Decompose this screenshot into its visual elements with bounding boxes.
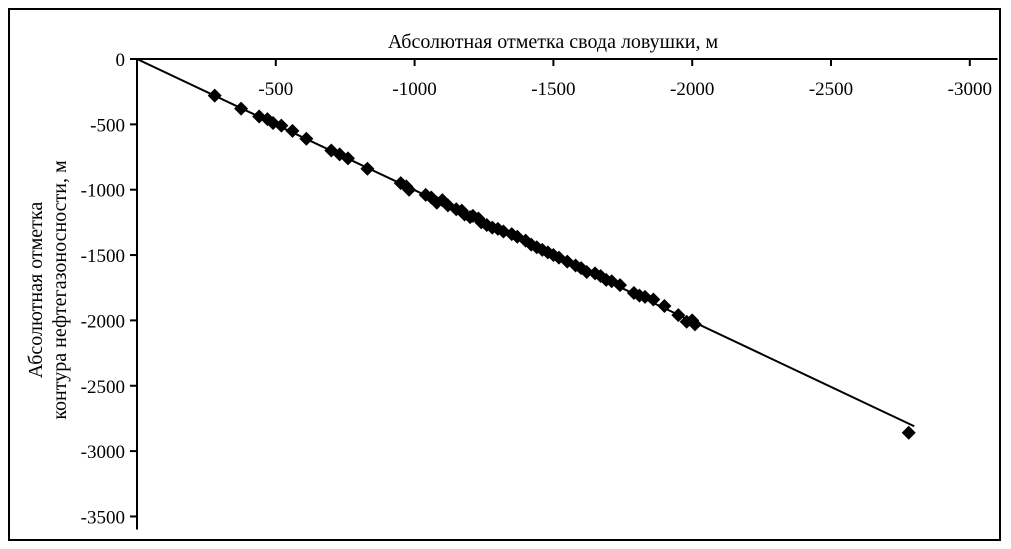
y-tick-label: -1500: [81, 246, 125, 267]
data-point: [285, 123, 300, 138]
data-point: [646, 292, 661, 307]
x-tick-label: -2500: [809, 79, 853, 100]
points-group: [207, 88, 916, 440]
x-axis-title: Абсолютная отметка свода ловушки, м: [388, 31, 719, 53]
data-point: [671, 308, 686, 323]
data-point: [402, 182, 417, 197]
x-tick-label: -3000: [948, 79, 992, 100]
x-tick-label: -2000: [670, 79, 714, 100]
chart-frame: [8, 8, 1001, 541]
x-tick-label: -1500: [531, 79, 575, 100]
y-tick-label: -2000: [81, 311, 125, 332]
data-point: [613, 278, 628, 293]
y-tick-label: -3000: [81, 442, 125, 463]
axes-group: -500 -1000 -1500 -2000 -2500 -3000 0 -500 -1000 -…: [81, 50, 998, 530]
y-tick-label: 0: [116, 50, 126, 71]
y-tick-label: -3500: [81, 507, 125, 528]
data-point: [579, 265, 594, 280]
y-axis-title-line-2: контура нефтегазоносности, м: [49, 160, 71, 420]
data-point: [207, 88, 222, 103]
y-tick-label: -500: [90, 115, 125, 136]
data-point: [274, 118, 289, 133]
data-point: [901, 425, 916, 440]
y-axis-title-line-1: Абсолютная отметка: [25, 202, 47, 379]
data-point: [299, 131, 314, 146]
data-point: [340, 151, 355, 166]
data-point: [360, 161, 375, 176]
x-tick-label: -1000: [392, 79, 436, 100]
y-tick-label: -2500: [81, 377, 125, 398]
x-tick-label: -500: [258, 79, 293, 100]
data-point: [234, 101, 249, 116]
y-tick-label: -1000: [81, 181, 125, 202]
data-point: [657, 299, 672, 314]
data-point: [685, 313, 700, 328]
